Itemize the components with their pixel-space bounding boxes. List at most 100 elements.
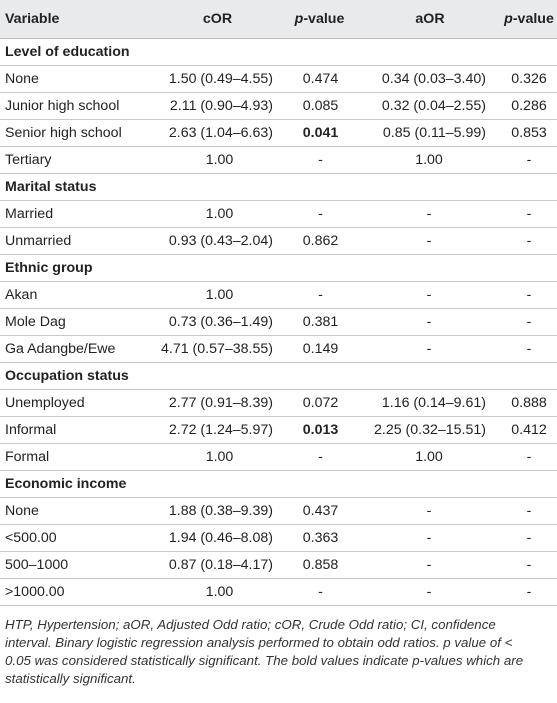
pvalue-cor-cell: 0.041 xyxy=(276,119,357,147)
aor-cell: - xyxy=(357,551,489,579)
header-pvalue-cor: p-value xyxy=(276,0,357,39)
pvalue-aor-cell: - xyxy=(489,308,557,336)
table-row: 500–1000 0.87 (0.18–4.17) 0.858- - xyxy=(0,551,557,579)
cor-cell: 1.50 (0.49–4.55) xyxy=(145,65,276,93)
footnote-line: interval. Binary logistic regression ana… xyxy=(5,635,513,650)
pvalue-aor-cell: 0.286 xyxy=(489,92,557,120)
section-heading: Ethnic group xyxy=(0,254,557,282)
table-row: Tertiary 1.00-1.00- xyxy=(0,146,557,174)
pvalue-aor-cell: 0.853 xyxy=(489,119,557,147)
cor-cell: 1.00 xyxy=(145,200,276,228)
header-pvalue-p: p xyxy=(294,11,304,27)
footnote-line: HTP, Hypertension; aOR, Adjusted Odd rat… xyxy=(5,617,496,632)
pvalue-cor-cell: - xyxy=(276,146,357,174)
variable-cell: Unemployed xyxy=(0,389,145,417)
aor-cell: 0.34 (0.03–3.40) xyxy=(357,65,489,93)
aor-cell: 0.85 (0.11–5.99) xyxy=(357,119,489,147)
pvalue-cor-cell: - xyxy=(276,200,357,228)
header-pvalue-aor: p-value xyxy=(489,0,557,39)
variable-cell: Informal xyxy=(0,416,145,444)
header-pvalue-rest: -value xyxy=(512,11,554,27)
aor-cell: 0.32 (0.04–2.55) xyxy=(357,92,489,120)
pvalue-cor-cell: - xyxy=(276,578,357,606)
pvalue-cor-cell: 0.474 xyxy=(276,65,357,93)
cor-cell: 4.71 (0.57–38.55) xyxy=(145,335,276,363)
table-row: Informal 2.72 (1.24–5.97) 0.013 2.25 (0.32–… xyxy=(0,416,557,444)
table-row: Senior high school 2.63 (1.04–6.63) 0.041 0… xyxy=(0,119,557,147)
section-row: Level of education xyxy=(0,38,557,66)
table-row: None 1.88 (0.38–9.39) 0.437- - xyxy=(0,497,557,525)
table-row: Unmarried 0.93 (0.43–2.04) 0.862- - xyxy=(0,227,557,255)
cor-cell: 1.88 (0.38–9.39) xyxy=(145,497,276,525)
section-row: Marital status xyxy=(0,173,557,201)
variable-cell: Mole Dag xyxy=(0,308,145,336)
pvalue-aor-cell: - xyxy=(489,200,557,228)
aor-cell: 1.00 xyxy=(357,443,489,471)
table-row: Unemployed 2.77 (0.91–8.39) 0.072 1.16 (0.1… xyxy=(0,389,557,417)
variable-cell: None xyxy=(0,65,145,93)
pvalue-aor-cell: - xyxy=(489,146,557,174)
cor-cell: 1.00 xyxy=(145,281,276,309)
variable-cell: >1000.00 xyxy=(0,578,145,606)
pvalue-cor-cell: 0.149 xyxy=(276,335,357,363)
pvalue-cor-cell: - xyxy=(276,443,357,471)
variable-cell: Married xyxy=(0,200,145,228)
variable-cell: None xyxy=(0,497,145,525)
table-row: Ga Adangbe/Ewe 4.71 (0.57–38.55) 0.149- - xyxy=(0,335,557,363)
table-body: Level of education None 1.50 (0.49–4.55) 0.… xyxy=(0,38,557,606)
aor-cell: - xyxy=(357,281,489,309)
table-header: Variable cOR p-value aOR p-value xyxy=(0,0,557,39)
pvalue-aor-cell: 0.888 xyxy=(489,389,557,417)
variable-cell: Unmarried xyxy=(0,227,145,255)
cor-cell: 2.77 (0.91–8.39) xyxy=(145,389,276,417)
aor-cell: - xyxy=(357,335,489,363)
section-heading: Occupation status xyxy=(0,362,557,390)
variable-cell: Formal xyxy=(0,443,145,471)
footnote-line: 0.05 was considered statistically signif… xyxy=(5,653,524,668)
variable-cell: <500.00 xyxy=(0,524,145,552)
variable-cell: Akan xyxy=(0,281,145,309)
section-row: Ethnic group xyxy=(0,254,557,282)
pvalue-cor-cell: 0.363 xyxy=(276,524,357,552)
pvalue-cor-cell: 0.085 xyxy=(276,92,357,120)
table-row: >1000.00 1.00- - - xyxy=(0,578,557,606)
pvalue-cor-cell: 0.437 xyxy=(276,497,357,525)
variable-cell: Tertiary xyxy=(0,146,145,174)
variable-cell: 500–1000 xyxy=(0,551,145,579)
section-row: Occupation status xyxy=(0,362,557,390)
table-row: <500.00 1.94 (0.46–8.08) 0.363- - xyxy=(0,524,557,552)
pvalue-cor-cell: 0.013 xyxy=(276,416,357,444)
cor-cell: 1.00 xyxy=(145,578,276,606)
aor-cell: - xyxy=(357,308,489,336)
aor-cell: 1.00 xyxy=(357,146,489,174)
aor-cell: - xyxy=(357,497,489,525)
pvalue-cor-cell: 0.858 xyxy=(276,551,357,579)
pvalue-aor-cell: - xyxy=(489,497,557,525)
pvalue-aor-cell: - xyxy=(489,551,557,579)
pvalue-cor-cell: - xyxy=(276,281,357,309)
header-cor: cOR xyxy=(145,0,276,39)
table-row: Married 1.00- - - xyxy=(0,200,557,228)
aor-cell: - xyxy=(357,227,489,255)
header-variable: Variable xyxy=(0,0,145,39)
aor-cell: 1.16 (0.14–9.61) xyxy=(357,389,489,417)
odds-ratio-table: Variable cOR p-value aOR p-value Level o… xyxy=(0,0,557,606)
pvalue-aor-cell: 0.412 xyxy=(489,416,557,444)
table-row: Junior high school 2.11 (0.90–4.93) 0.085 0… xyxy=(0,92,557,120)
pvalue-aor-cell: - xyxy=(489,578,557,606)
aor-cell: 2.25 (0.32–15.51) xyxy=(357,416,489,444)
pvalue-aor-cell: - xyxy=(489,524,557,552)
cor-cell: 0.87 (0.18–4.17) xyxy=(145,551,276,579)
header-aor: aOR xyxy=(357,0,489,39)
aor-cell: - xyxy=(357,200,489,228)
pvalue-cor-cell: 0.072 xyxy=(276,389,357,417)
variable-cell: Senior high school xyxy=(0,119,145,147)
cor-cell: 2.63 (1.04–6.63) xyxy=(145,119,276,147)
section-heading: Economic income xyxy=(0,470,557,498)
section-row: Economic income xyxy=(0,470,557,498)
aor-cell: - xyxy=(357,524,489,552)
cor-cell: 2.11 (0.90–4.93) xyxy=(145,92,276,120)
section-heading: Level of education xyxy=(0,38,557,66)
table-footnote: HTP, Hypertension; aOR, Adjusted Odd rat… xyxy=(0,606,557,688)
pvalue-cor-cell: 0.381 xyxy=(276,308,357,336)
